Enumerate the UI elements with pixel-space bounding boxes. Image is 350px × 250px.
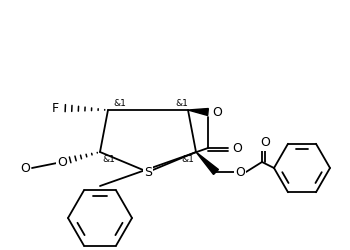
Text: O: O <box>235 166 245 178</box>
Text: O: O <box>57 156 67 168</box>
Text: &1: &1 <box>176 100 188 108</box>
Text: F: F <box>52 102 59 114</box>
Text: &1: &1 <box>182 156 195 164</box>
Text: O: O <box>260 136 270 149</box>
Text: S: S <box>144 166 152 178</box>
Text: &1: &1 <box>113 100 126 108</box>
Text: &1: &1 <box>103 156 116 164</box>
Text: O: O <box>212 106 222 118</box>
Text: O: O <box>20 162 30 174</box>
Text: O: O <box>232 142 242 154</box>
Polygon shape <box>188 108 208 116</box>
Polygon shape <box>196 152 218 174</box>
